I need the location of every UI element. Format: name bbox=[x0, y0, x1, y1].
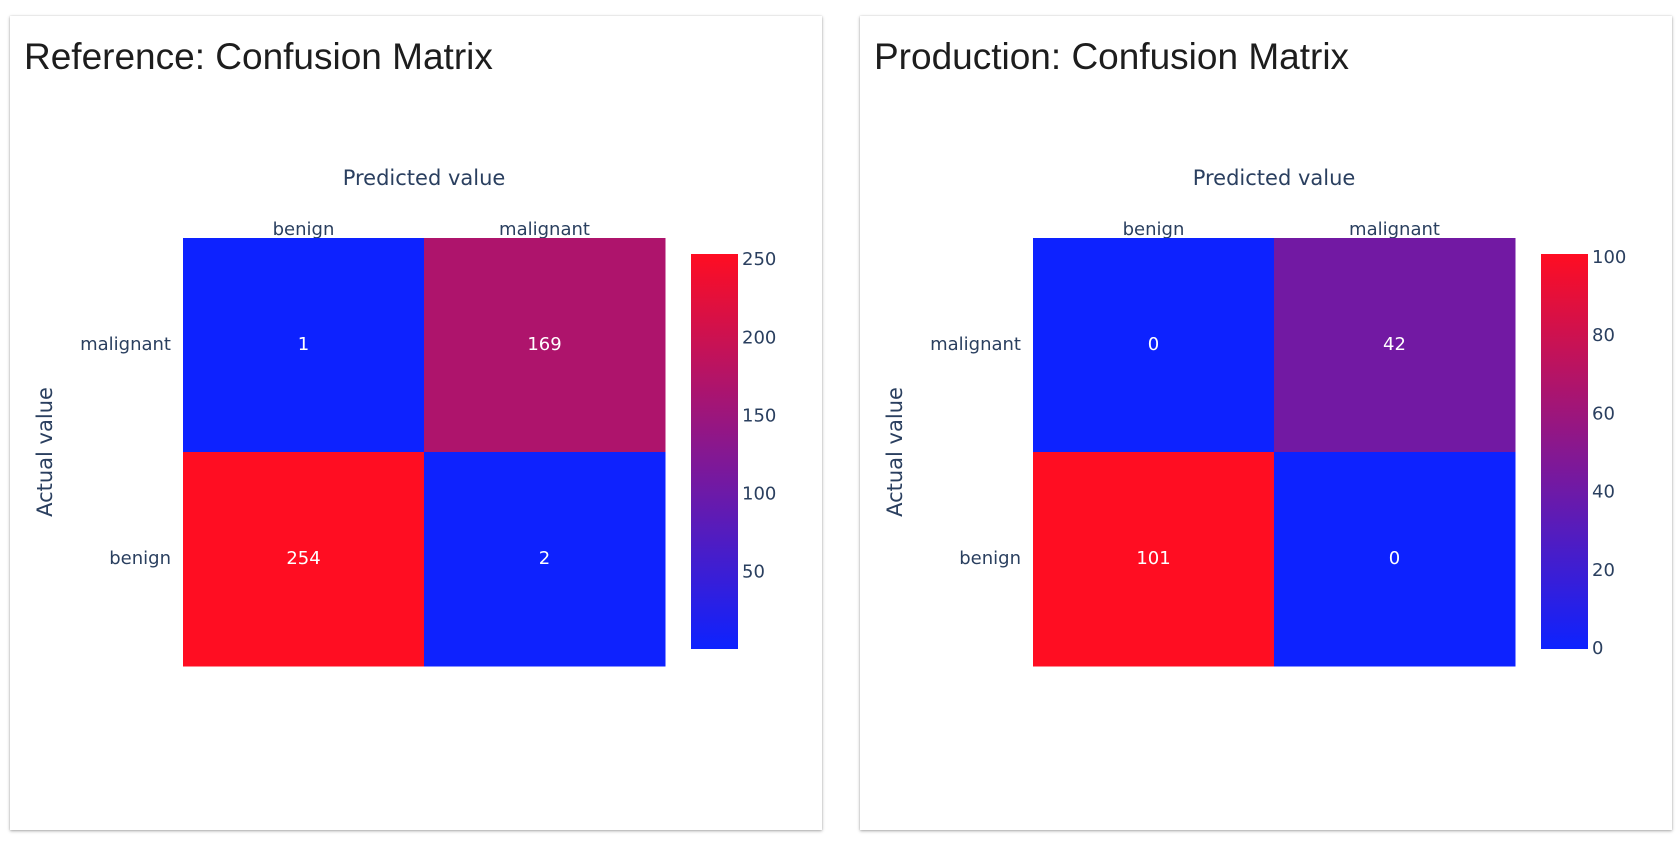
heatmap-cell bbox=[424, 452, 666, 667]
colorbar-tick-label: 250 bbox=[742, 249, 776, 270]
reference-confusion-matrix: Predicted value Actual value benign maligna… bbox=[33, 166, 776, 667]
reference-chart-title: Reference: Confusion Matrix bbox=[24, 36, 493, 77]
heatmap-cell bbox=[1033, 238, 1275, 453]
colorbar-tick-label: 20 bbox=[1592, 560, 1615, 581]
reference-card: Reference: Confusion Matrix Predicted va… bbox=[10, 16, 822, 830]
colorbar-tick-label: 0 bbox=[1592, 638, 1603, 659]
cell-value-label: 1 bbox=[298, 334, 309, 355]
cell-value-label: 0 bbox=[1389, 548, 1400, 569]
y-tick-label: malignant bbox=[930, 334, 1021, 355]
cell-value-label: 0 bbox=[1148, 334, 1159, 355]
x-tick-label: malignant bbox=[499, 219, 590, 240]
colorbar-tick-label: 200 bbox=[742, 327, 776, 348]
cell-value-label: 254 bbox=[286, 548, 320, 569]
heatmap-cell bbox=[1274, 452, 1516, 667]
colorbar-tick-label: 60 bbox=[1592, 403, 1615, 424]
production-chart-title: Production: Confusion Matrix bbox=[874, 36, 1350, 77]
colorbar bbox=[1541, 254, 1588, 649]
y-tick-label: malignant bbox=[80, 334, 171, 355]
production-card: Production: Confusion Matrix Predicted v… bbox=[860, 16, 1672, 830]
heatmap-cell bbox=[1274, 238, 1516, 453]
colorbar-tick-label: 150 bbox=[742, 405, 776, 426]
y-axis-title: Actual value bbox=[33, 387, 57, 517]
colorbar-tick-label: 40 bbox=[1592, 482, 1615, 503]
cell-value-label: 2 bbox=[539, 548, 550, 569]
x-tick-label: benign bbox=[1123, 219, 1185, 240]
heatmap-cell bbox=[1033, 452, 1275, 667]
y-axis-title: Actual value bbox=[883, 387, 907, 517]
x-axis-title: Predicted value bbox=[343, 166, 506, 190]
colorbar-tick-label: 80 bbox=[1592, 325, 1615, 346]
heatmap-cell bbox=[183, 238, 425, 453]
colorbar-tick-label: 100 bbox=[1592, 247, 1626, 268]
heatmap-cell bbox=[424, 238, 666, 453]
y-tick-label: benign bbox=[109, 548, 171, 569]
y-tick-label: benign bbox=[959, 548, 1021, 569]
x-tick-label: malignant bbox=[1349, 219, 1440, 240]
x-axis-title: Predicted value bbox=[1193, 166, 1356, 190]
cell-value-label: 42 bbox=[1383, 334, 1406, 355]
cell-value-label: 101 bbox=[1136, 548, 1170, 569]
colorbar bbox=[691, 254, 738, 649]
heatmap-cell bbox=[183, 452, 425, 667]
colorbar-tick-label: 100 bbox=[742, 483, 776, 504]
cell-value-label: 169 bbox=[527, 334, 561, 355]
production-confusion-matrix: Predicted value Actual value benign maligna… bbox=[883, 166, 1626, 667]
x-tick-label: benign bbox=[273, 219, 335, 240]
colorbar-tick-label: 50 bbox=[742, 561, 765, 582]
